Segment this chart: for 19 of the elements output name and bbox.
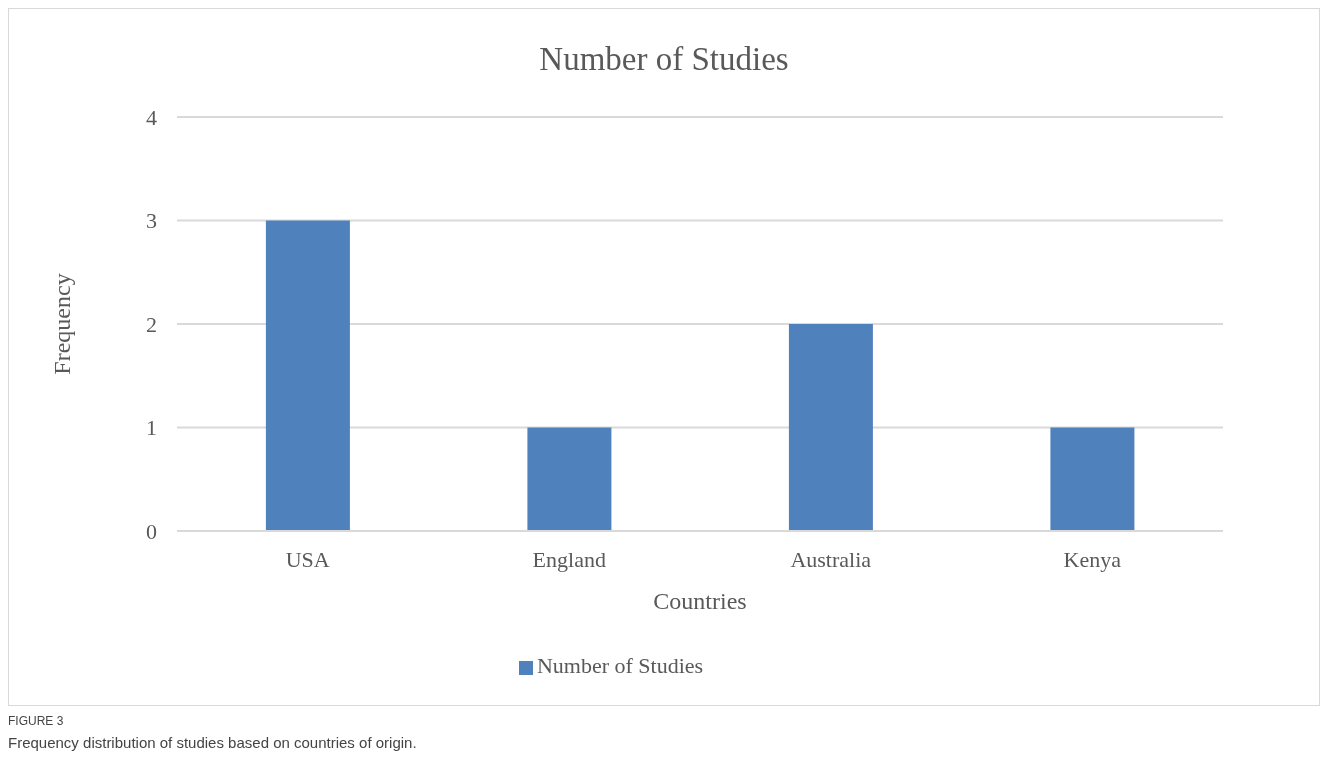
y-tick-label: 4 bbox=[146, 104, 157, 130]
bar bbox=[1050, 427, 1135, 531]
x-tick-label: USA bbox=[285, 546, 330, 572]
chart-title: Number of Studies bbox=[538, 40, 790, 79]
x-axis-title: Countries bbox=[653, 588, 747, 614]
y-tick-label: 3 bbox=[146, 208, 157, 234]
caption: FIGURE 3 bbox=[8, 714, 65, 728]
y-tick-label: 2 bbox=[146, 311, 157, 337]
bar bbox=[788, 324, 873, 531]
x-tick-label: Australia bbox=[790, 546, 872, 572]
x-tick-label: England bbox=[532, 546, 606, 572]
y-tick-label: 1 bbox=[146, 415, 157, 441]
x-tick-label: Kenya bbox=[1063, 546, 1122, 572]
legend-label: Number of Studies bbox=[536, 653, 704, 678]
y-axis-title: Frequency bbox=[48, 273, 75, 375]
bar bbox=[527, 427, 612, 531]
y-tick-label: 0 bbox=[146, 518, 157, 544]
text: Frequency distribution of studies based on countries of origin. bbox=[8, 734, 418, 751]
bar bbox=[265, 220, 350, 531]
